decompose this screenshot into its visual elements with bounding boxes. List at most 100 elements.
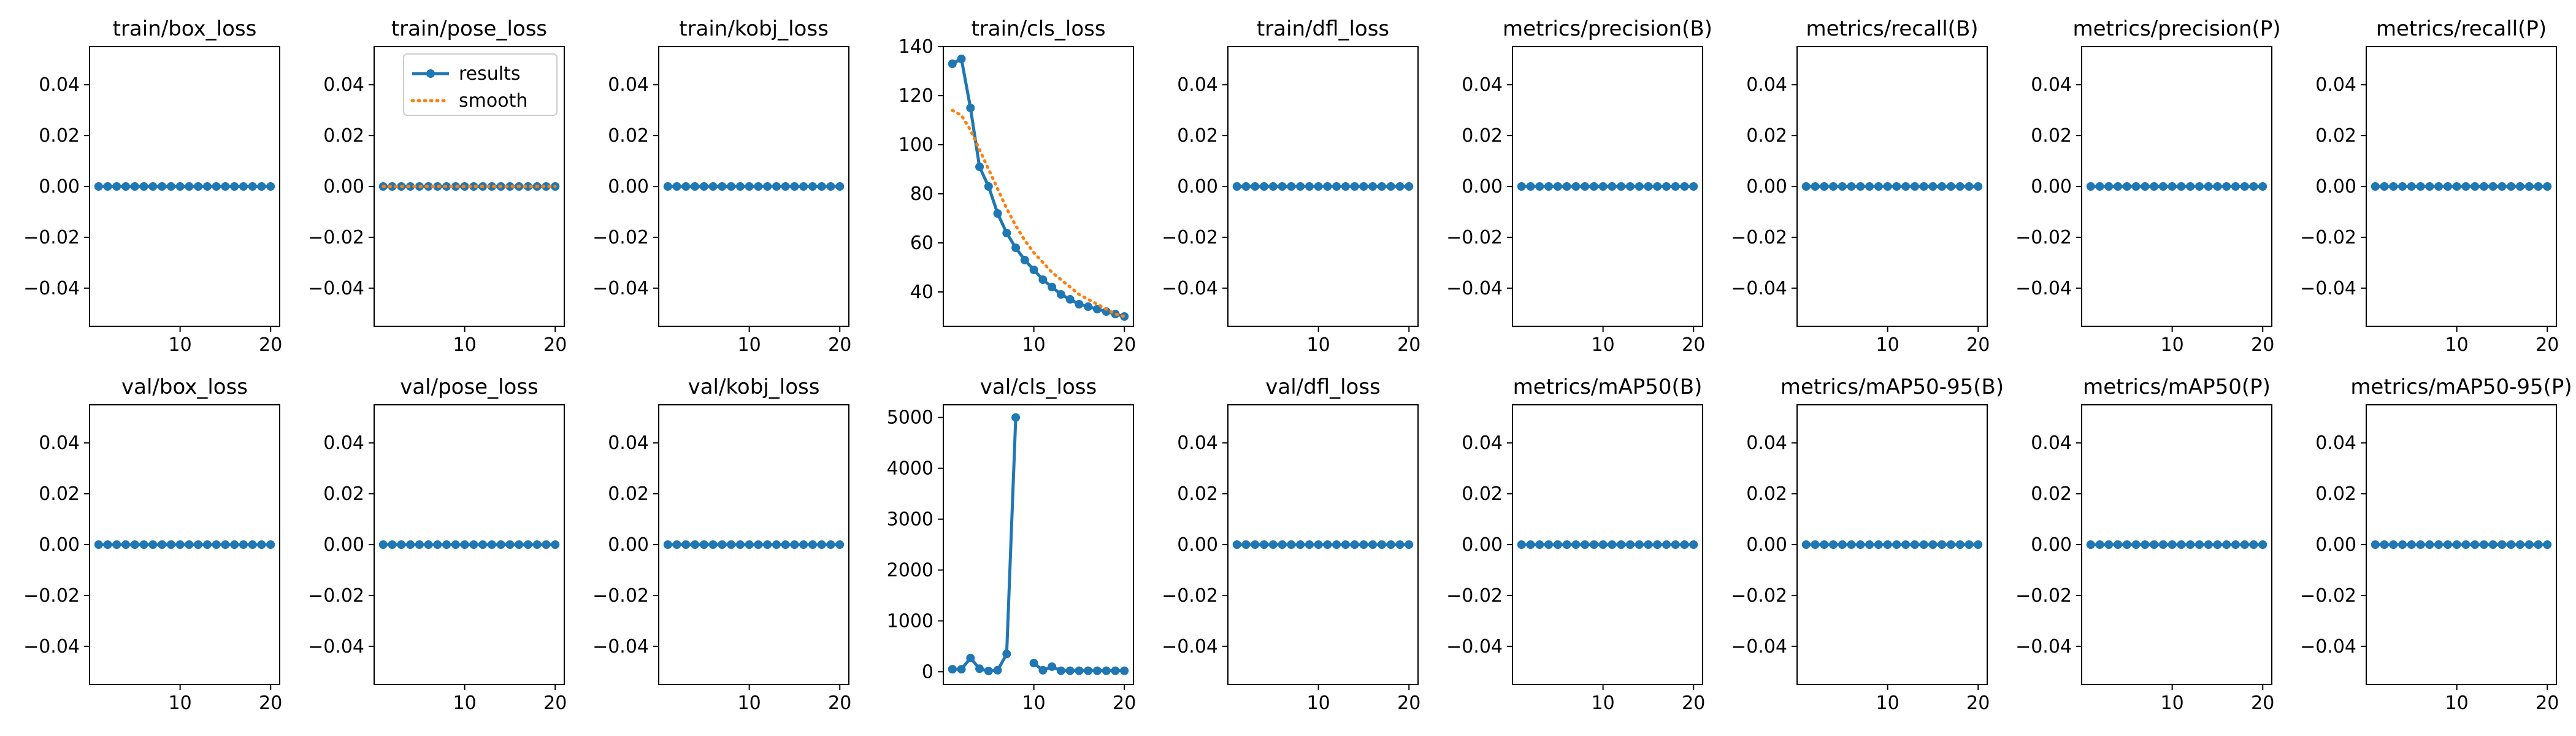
data-point xyxy=(1526,540,1535,549)
data-point xyxy=(1296,182,1305,191)
x-tick-label: 10 xyxy=(1022,692,1046,714)
data-point xyxy=(2249,182,2258,191)
data-point xyxy=(1847,182,1856,191)
data-point xyxy=(948,59,957,68)
y-tick-label: −0.04 xyxy=(1731,278,1787,299)
y-tick-label: −0.04 xyxy=(1162,636,1218,657)
data-point xyxy=(1535,540,1544,549)
y-tick-label: 0.02 xyxy=(323,125,364,147)
data-point xyxy=(1241,182,1251,191)
data-point xyxy=(1305,540,1314,549)
panel-title: val/kobj_loss xyxy=(688,375,820,399)
data-point xyxy=(1955,540,1965,549)
data-point xyxy=(1644,182,1653,191)
data-point xyxy=(505,540,515,549)
y-tick-label: −0.04 xyxy=(1731,636,1787,657)
data-point xyxy=(2443,540,2452,549)
data-point xyxy=(2258,182,2267,191)
data-point xyxy=(2249,540,2258,549)
y-tick-label: 5000 xyxy=(887,407,933,429)
panel-title: metrics/mAP50-95(P) xyxy=(2350,375,2572,399)
data-point xyxy=(1625,540,1635,549)
x-tick-label: 10 xyxy=(2445,692,2469,714)
data-point xyxy=(2416,182,2425,191)
data-point xyxy=(266,540,275,549)
panel-val-kobj-loss: val/kobj_loss −0.04 −0.02 0.00 0.02 0.04 10 20 xyxy=(592,375,851,714)
data-point xyxy=(2141,182,2150,191)
data-point xyxy=(1589,182,1598,191)
data-point xyxy=(2150,182,2159,191)
data-point xyxy=(754,540,763,549)
legend-results-marker xyxy=(426,69,435,78)
x-tick-label: 10 xyxy=(2161,692,2184,714)
data-point xyxy=(2524,540,2534,549)
data-point xyxy=(532,540,542,549)
data-point xyxy=(1938,182,1947,191)
data-point xyxy=(239,540,248,549)
data-point xyxy=(957,55,966,63)
data-point xyxy=(2534,540,2543,549)
y-tick-label: −0.04 xyxy=(2015,636,2072,657)
data-point xyxy=(2507,540,2516,549)
panel-metrics-map50-b: metrics/mAP50(B) −0.04 −0.02 0.00 0.02 0.04 10… xyxy=(1446,375,1705,714)
data-point xyxy=(1811,182,1820,191)
data-point xyxy=(1874,540,1883,549)
data-point xyxy=(1268,182,1278,191)
data-point xyxy=(158,540,167,549)
data-point xyxy=(808,182,817,191)
data-point xyxy=(148,182,158,191)
data-point xyxy=(1075,666,1084,675)
data-point xyxy=(708,182,718,191)
y-tick-label: 4000 xyxy=(887,458,933,480)
data-point xyxy=(230,182,239,191)
data-point xyxy=(2095,182,2104,191)
data-point xyxy=(2515,540,2524,549)
y-tick-label: 0.00 xyxy=(323,534,364,556)
data-point xyxy=(2461,182,2471,191)
y-tick-label: 0.00 xyxy=(2031,176,2072,197)
data-point xyxy=(1838,182,1847,191)
x-tick-label: 20 xyxy=(828,334,851,356)
y-tick-label: 0.00 xyxy=(1462,176,1503,197)
data-point xyxy=(2380,540,2389,549)
data-point xyxy=(2452,540,2461,549)
legend-label: results xyxy=(459,63,521,85)
data-point xyxy=(1038,275,1048,284)
data-point xyxy=(2095,540,2104,549)
y-tick-label: 0.04 xyxy=(2315,432,2356,454)
data-point xyxy=(691,540,700,549)
data-point xyxy=(202,182,212,191)
data-point xyxy=(1553,182,1562,191)
panel-val-box-loss: val/box_loss −0.04 −0.02 0.00 0.02 0.04 10 20 xyxy=(23,375,282,714)
y-tick-label: 0.00 xyxy=(2315,534,2356,556)
data-point xyxy=(1065,666,1075,675)
y-tick-label: 100 xyxy=(899,134,933,156)
data-point xyxy=(1056,290,1065,299)
data-point xyxy=(212,182,221,191)
y-tick-label: −0.04 xyxy=(308,636,364,657)
y-tick-label: 1000 xyxy=(887,610,933,632)
data-point xyxy=(1232,182,1241,191)
x-tick-label: 20 xyxy=(1966,692,1990,714)
data-point xyxy=(221,540,230,549)
x-tick-label: 20 xyxy=(259,334,282,356)
data-point xyxy=(487,540,496,549)
y-tick-label: −0.04 xyxy=(308,278,364,299)
x-tick-label: 20 xyxy=(2251,334,2274,356)
data-point xyxy=(1671,540,1680,549)
data-point xyxy=(966,104,975,112)
data-point xyxy=(433,540,442,549)
data-point xyxy=(2389,540,2398,549)
panel-train-kobj-loss: train/kobj_loss −0.04 −0.02 0.00 0.02 0.04 10 2… xyxy=(592,17,851,356)
data-point xyxy=(2407,540,2416,549)
data-point xyxy=(2434,182,2444,191)
y-tick-label: 140 xyxy=(899,36,933,58)
data-point xyxy=(735,182,745,191)
y-tick-label: −0.02 xyxy=(1731,585,1787,607)
data-point xyxy=(487,182,496,191)
data-point xyxy=(1589,540,1598,549)
y-tick-label: 0.00 xyxy=(608,176,649,197)
x-tick-label: 20 xyxy=(2536,334,2559,356)
data-point xyxy=(1865,182,1874,191)
y-tick-label: 2000 xyxy=(887,559,933,581)
